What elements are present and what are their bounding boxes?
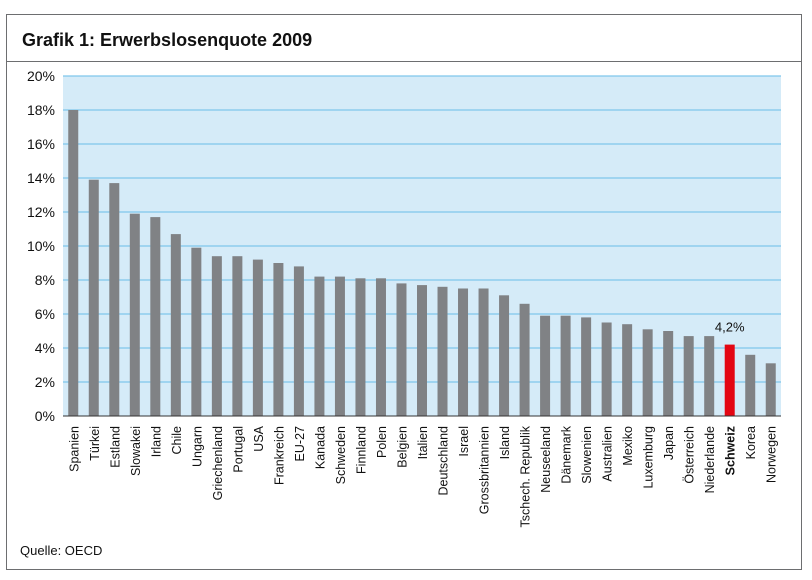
- x-axis-tick-labels: Spanien Türkei Estland Slowakei Irland Chile U…: [67, 425, 778, 527]
- bar-türkei: [88, 179, 99, 416]
- x-tick-label: Italien: [416, 426, 430, 459]
- x-tick-label: Österreich: [683, 426, 697, 484]
- x-tick-label: Mexiko: [621, 426, 635, 466]
- bar-norwegen: [765, 363, 776, 416]
- bar-schweiz: [724, 344, 735, 416]
- bar-belgien: [396, 283, 407, 416]
- bars: [68, 110, 776, 416]
- y-axis-tick-labels: 0% 2% 4% 6% 8% 10% 12% 14% 16% 18% 20%: [27, 68, 55, 424]
- y-tick-label: 20%: [27, 68, 55, 84]
- bar-japan: [663, 331, 674, 416]
- annotations: 4,2%: [715, 320, 745, 335]
- x-tick-label: Frankreich: [272, 426, 286, 485]
- bar-mexiko: [622, 324, 633, 416]
- x-tick-label: Schweiz: [724, 426, 738, 475]
- source-note: Quelle: OECD: [20, 543, 103, 558]
- x-tick-label: Island: [498, 426, 512, 459]
- bar-chile: [170, 234, 181, 416]
- y-tick-label: 18%: [27, 102, 55, 118]
- x-tick-label: Niederlande: [703, 426, 717, 493]
- bar-irland: [150, 217, 161, 416]
- x-tick-label: Finnland: [354, 426, 368, 474]
- chart-title: Grafik 1: Erwerbslosenquote 2009: [22, 30, 313, 50]
- x-tick-label: Neuseeland: [539, 426, 553, 493]
- bar-kanada: [314, 276, 325, 416]
- x-tick-label: Japan: [662, 426, 676, 460]
- x-tick-label: Norwegen: [765, 426, 779, 483]
- x-tick-label: Portugal: [231, 426, 245, 473]
- bar-schweden: [334, 276, 345, 416]
- x-tick-label: Chile: [170, 426, 184, 455]
- bar-griechenland: [211, 256, 222, 416]
- x-tick-label: Estland: [108, 426, 122, 468]
- bar-italien: [417, 285, 427, 416]
- bar-deutschland: [437, 286, 448, 416]
- x-tick-label: Israel: [457, 426, 471, 457]
- x-tick-label: Spanien: [67, 426, 81, 472]
- bar-slowenien: [581, 317, 592, 416]
- x-tick-label: Türkei: [88, 426, 102, 461]
- x-tick-label: Deutschland: [437, 426, 451, 496]
- x-tick-label: Griechenland: [211, 426, 225, 500]
- y-tick-label: 10%: [27, 238, 55, 254]
- data-label: 4,2%: [715, 320, 745, 335]
- bar-australien: [601, 322, 612, 416]
- bar-dänemark: [560, 315, 571, 416]
- bar-island: [499, 295, 510, 416]
- title-divider: [6, 61, 802, 62]
- y-tick-label: 8%: [35, 272, 55, 288]
- y-tick-label: 6%: [35, 306, 55, 322]
- bar-portugal: [232, 256, 243, 416]
- x-tick-label: Tschech. Republik: [519, 425, 533, 527]
- bar-neuseeland: [540, 315, 551, 416]
- bar-tschech-republik: [519, 303, 530, 416]
- bar-finnland: [355, 278, 366, 416]
- y-tick-label: 14%: [27, 170, 55, 186]
- x-tick-label: Irland: [149, 426, 163, 457]
- bar-niederlande: [704, 336, 715, 416]
- x-tick-label: Kanada: [313, 426, 327, 469]
- x-tick-label: Belgien: [395, 426, 409, 468]
- bar-grossbritannien: [478, 288, 489, 416]
- bar-korea: [745, 354, 756, 416]
- x-tick-label: Australien: [601, 426, 615, 482]
- bar-luxemburg: [642, 329, 653, 416]
- x-tick-label: Korea: [744, 426, 758, 459]
- bar-estland: [109, 183, 120, 416]
- y-tick-label: 12%: [27, 204, 55, 220]
- bar-israel: [458, 288, 469, 416]
- x-tick-label: Grossbritannien: [478, 426, 492, 514]
- bar-frankreich: [273, 263, 284, 416]
- x-tick-label: Luxemburg: [642, 426, 656, 489]
- x-tick-label: EU-27: [293, 426, 307, 461]
- bar-usa: [252, 259, 263, 416]
- x-tick-label: Dänemark: [560, 425, 574, 483]
- gridlines: [63, 75, 781, 383]
- x-tick-label: Slowenien: [580, 426, 594, 484]
- x-tick-label: Polen: [375, 426, 389, 458]
- bar-ungarn: [191, 247, 202, 416]
- x-tick-label: Ungarn: [190, 426, 204, 467]
- y-tick-label: 2%: [35, 374, 55, 390]
- bar-österreich: [683, 336, 694, 416]
- bar-eu-27: [293, 266, 304, 416]
- x-tick-label: Slowakei: [129, 426, 143, 476]
- x-tick-label: Schweden: [334, 426, 348, 484]
- x-tick-label: USA: [252, 425, 266, 451]
- y-tick-label: 16%: [27, 136, 55, 152]
- bar-slowakei: [129, 213, 140, 416]
- bar-spanien: [68, 110, 79, 416]
- y-tick-label: 0%: [35, 408, 55, 424]
- bar-polen: [375, 278, 386, 416]
- y-tick-label: 4%: [35, 340, 55, 356]
